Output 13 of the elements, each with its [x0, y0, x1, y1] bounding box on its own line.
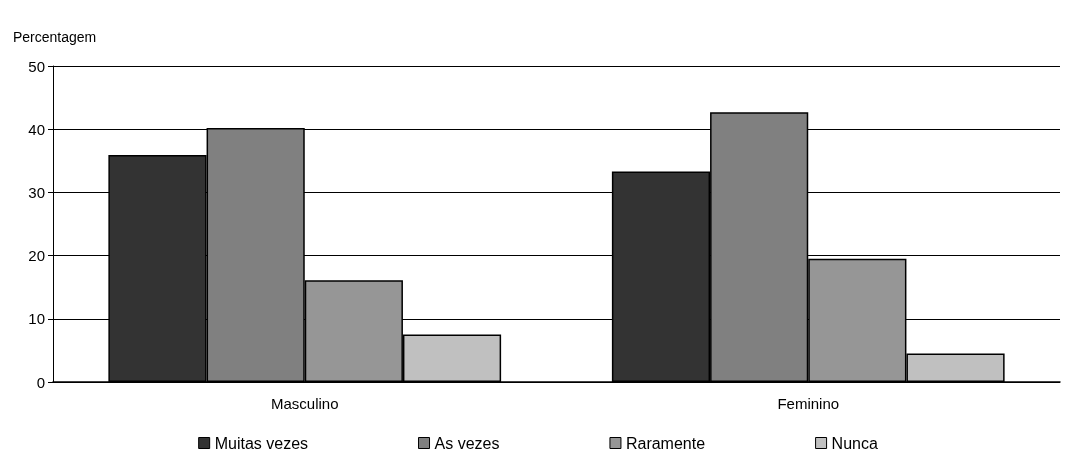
y-axis-title: Percentagem [13, 29, 97, 45]
legend-label: As vezes [434, 434, 500, 452]
y-tick-label: 50 [28, 57, 45, 75]
y-tick-label: 40 [28, 120, 45, 138]
y-tick-label: 30 [28, 183, 45, 201]
legend-label: Muitas vezes [214, 434, 309, 452]
legend-label: Raramente [625, 434, 706, 452]
y-tick-label: 20 [28, 247, 45, 265]
y-tick-label: 0 [36, 373, 45, 391]
x-tick-label: Masculino [270, 395, 339, 412]
y-tick-label: 10 [28, 310, 45, 328]
legend-label: Nunca [831, 434, 878, 452]
x-tick-label: Feminino [777, 395, 840, 412]
